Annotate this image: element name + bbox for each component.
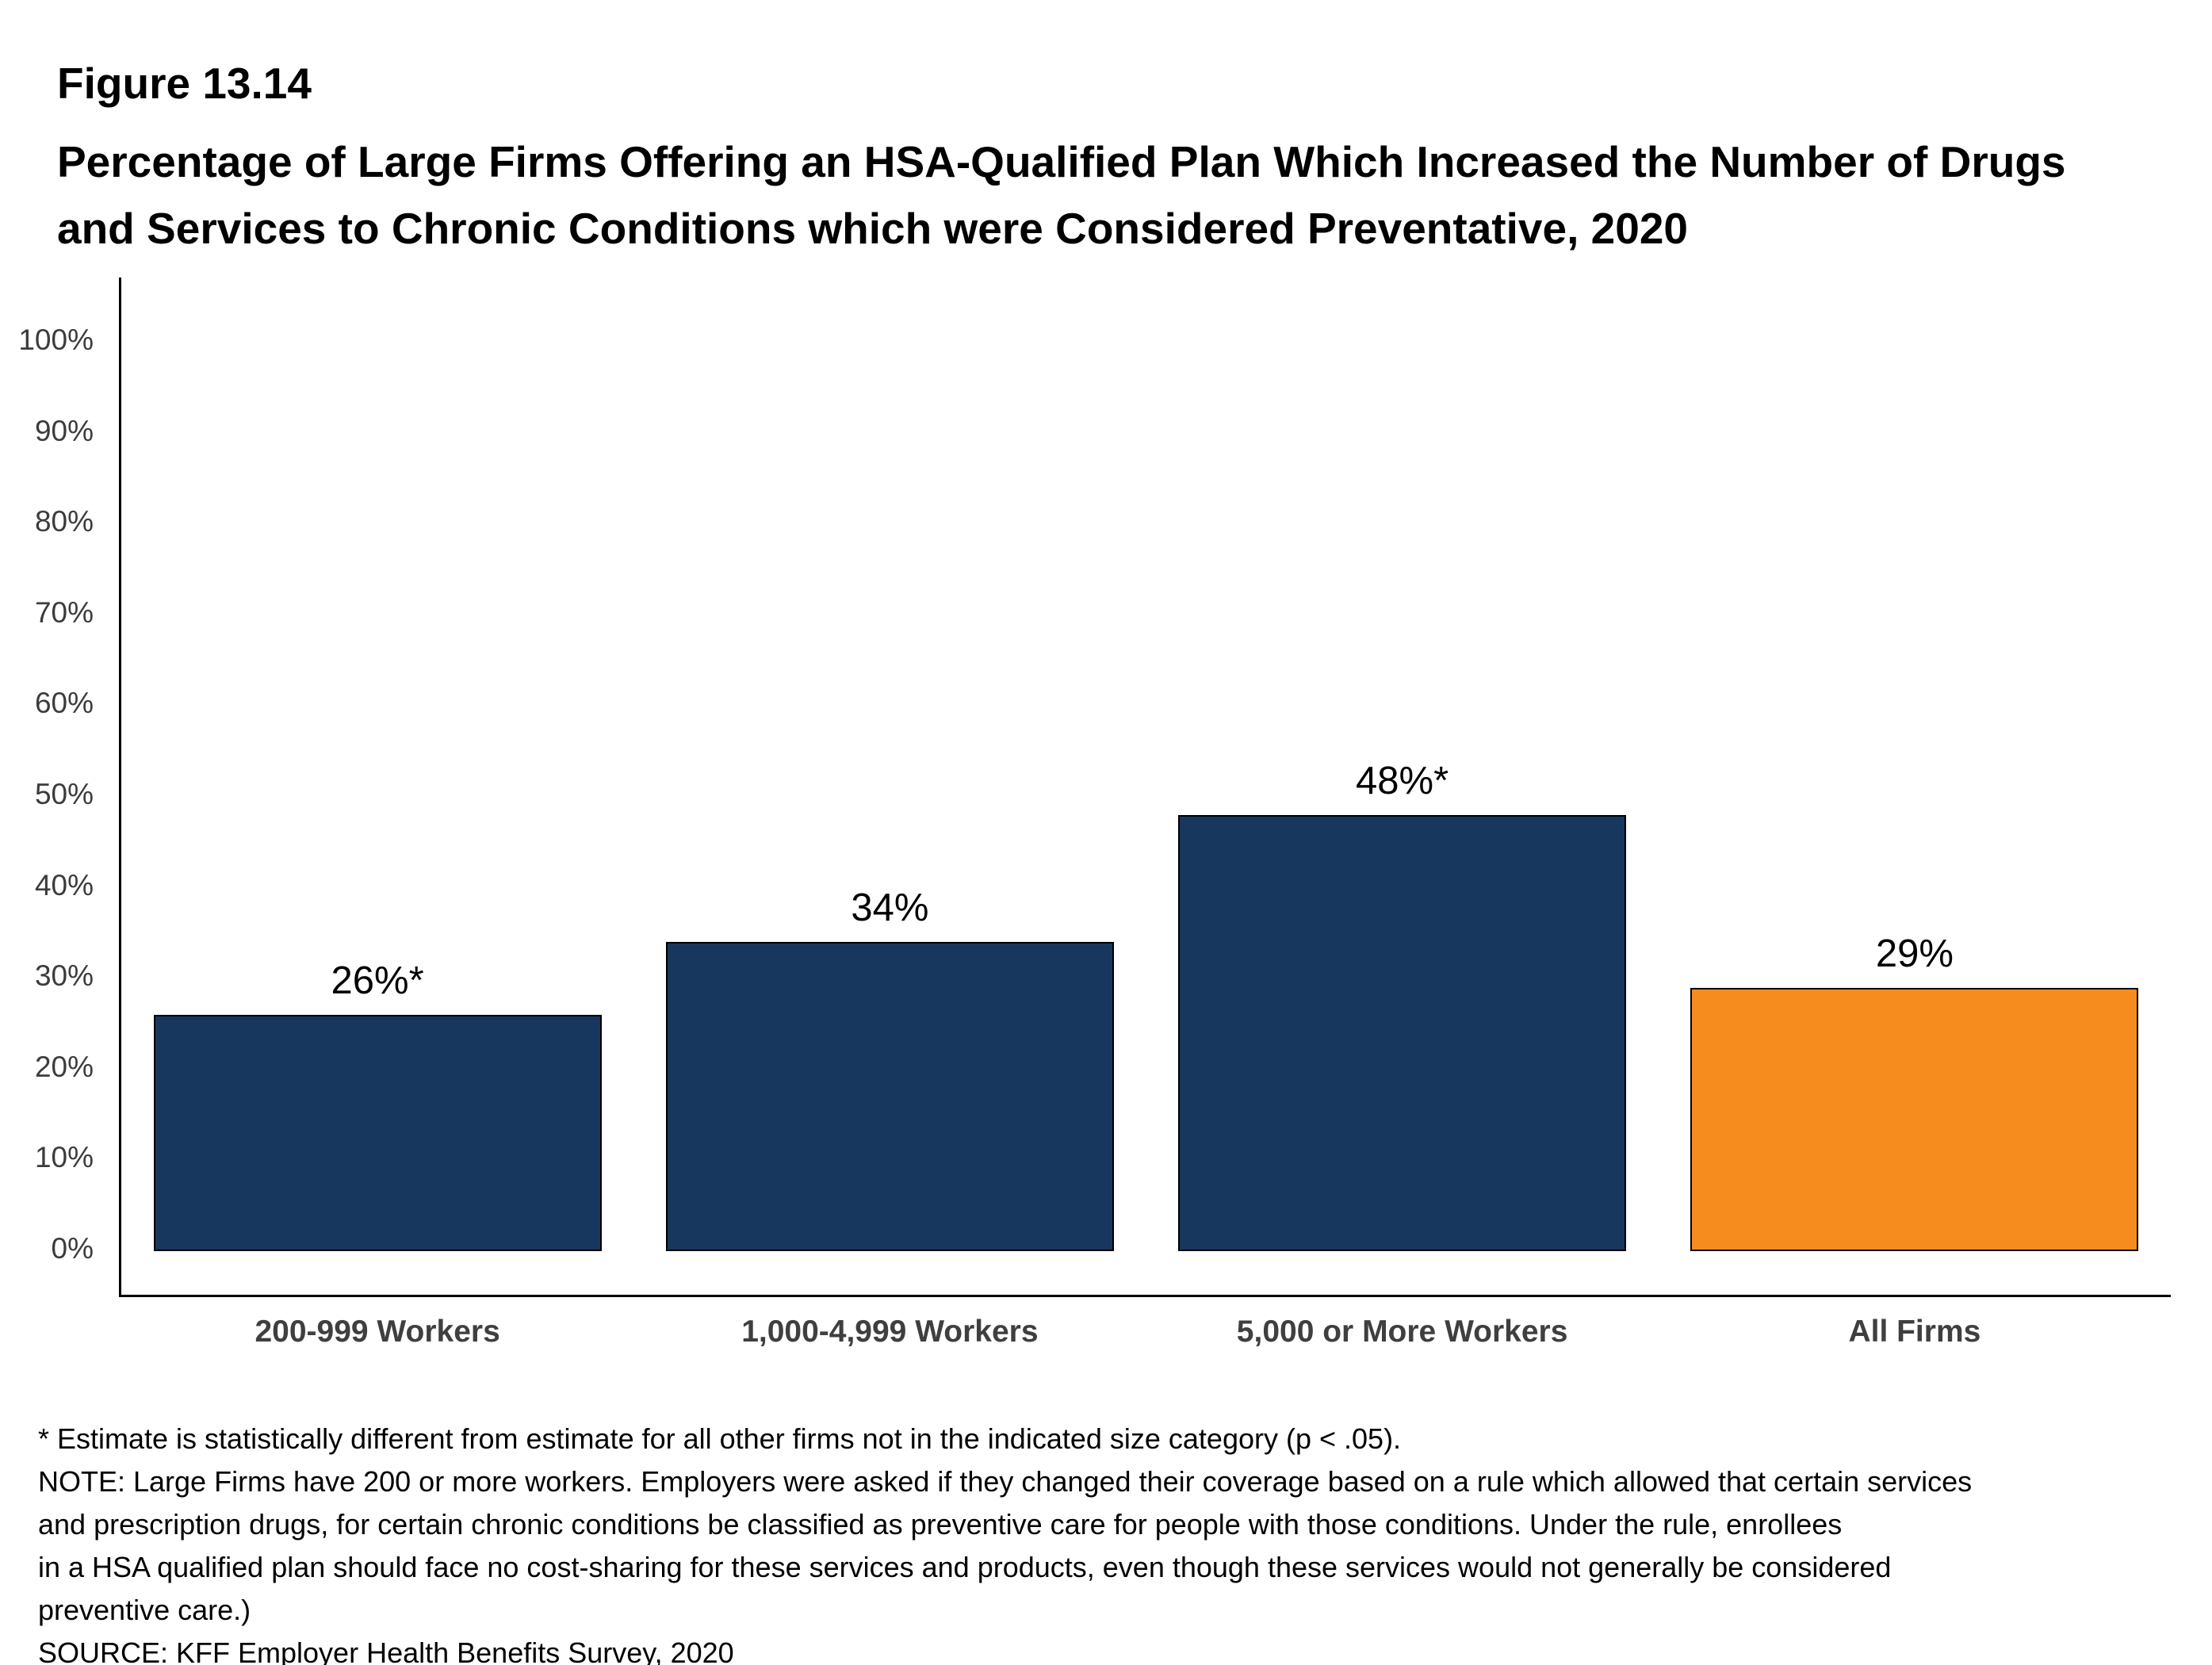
bar-slot: 26%* [121,278,633,1295]
bar-value-label: 48%* [1356,760,1449,802]
y-axis-tick-label: 70% [34,596,94,629]
footnote-note-line-2: and prescription drugs, for certain chro… [38,1508,1843,1541]
y-axis-tick-label: 20% [34,1051,94,1083]
bar [1178,815,1627,1251]
x-axis-label: 5,000 or More Workers [1236,1315,1568,1349]
plot-area: 26%* 34% 48%* 29% [119,278,2171,1297]
y-axis-tick-label: 100% [18,323,94,356]
bar-value-label: 34% [851,886,929,929]
footnote-significance: * Estimate is statistically different fr… [38,1422,1402,1455]
bar-value-label: 26%* [331,959,424,1002]
chart-header: Figure 13.14 Percentage of Large Firms O… [57,62,2158,262]
footnote-note-line-1: NOTE: Large Firms have 200 or more worke… [38,1465,1973,1498]
y-axis-tick-label: 50% [34,778,94,810]
bar-slot: 29% [1659,278,2171,1295]
bar-slot: 34% [633,278,1146,1295]
y-axis-tick-label: 80% [34,505,94,538]
y-axis: 0% 10% 20% 30% 40% 50% 60% 70% 80% 90% 100% [0,278,100,1295]
page-title: Percentage of Large Firms Offering an HS… [57,137,2066,253]
y-axis-tick-label: 90% [34,415,94,447]
bar [1690,988,2139,1251]
bar [665,942,1114,1251]
bar [153,1015,602,1251]
y-axis-tick-label: 0% [51,1232,94,1265]
y-axis-tick-label: 60% [34,687,94,719]
y-axis-tick-label: 30% [34,959,94,992]
figure-number: Figure 13.14 [57,59,312,108]
bar-value-label: 29% [1875,932,1954,975]
footnote-note-line-4: preventive care.) [38,1594,251,1626]
x-axis-label: All Firms [1848,1315,1981,1349]
footnotes: * Estimate is statistically different fr… [38,1418,2195,1665]
x-axis-label: 1,000-4,999 Workers [741,1315,1039,1349]
footnote-source: SOURCE: KFF Employer Health Benefits Sur… [38,1636,734,1665]
y-axis-tick-label: 40% [34,869,94,901]
y-axis-tick-label: 10% [34,1141,94,1173]
footnote-note-line-3: in a HSA qualified plan should face no c… [38,1551,1892,1583]
bar-slot: 48%* [1146,278,1659,1295]
x-axis-labels: 200-999 Workers 1,000-4,999 Workers 5,000 … [121,1315,2171,1349]
x-axis-label: 200-999 Workers [254,1315,500,1349]
